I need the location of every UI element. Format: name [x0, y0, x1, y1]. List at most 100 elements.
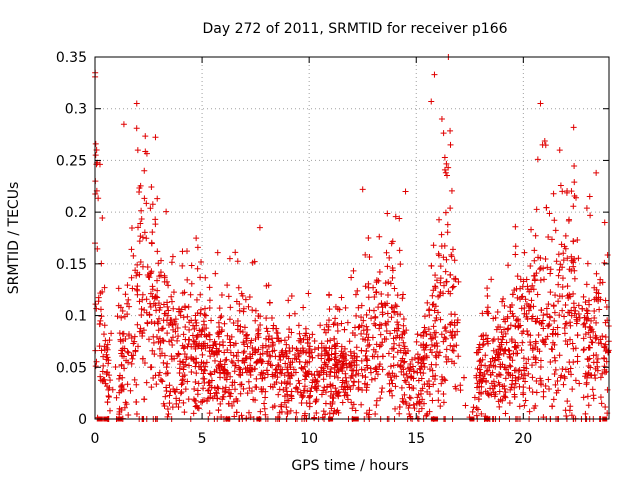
- data-point: [197, 310, 204, 317]
- data-point: [338, 343, 345, 350]
- data-point: [321, 384, 328, 391]
- y-tick-label: 0.1: [65, 309, 87, 325]
- data-point: [441, 282, 448, 289]
- data-point: [258, 388, 265, 395]
- data-point: [351, 350, 358, 357]
- data-point: [261, 400, 268, 407]
- data-point: [586, 193, 593, 200]
- data-point: [95, 294, 102, 301]
- data-point: [318, 350, 325, 357]
- data-point: [397, 311, 404, 318]
- data-point: [588, 339, 595, 346]
- data-point: [476, 358, 483, 365]
- data-point: [568, 307, 575, 314]
- data-point: [396, 342, 403, 349]
- data-point: [253, 375, 260, 382]
- data-point: [537, 363, 544, 370]
- data-point: [438, 231, 445, 238]
- data-point: [285, 297, 292, 304]
- data-point: [557, 182, 564, 189]
- data-point: [263, 367, 270, 374]
- data-point: [514, 316, 521, 323]
- data-point: [128, 334, 135, 341]
- data-point: [576, 380, 583, 387]
- data-point: [300, 336, 307, 343]
- data-point: [177, 312, 184, 319]
- data-point: [540, 312, 547, 319]
- data-point: [326, 292, 333, 299]
- data-point: [127, 387, 134, 394]
- data-point: [128, 224, 135, 231]
- data-point: [507, 386, 514, 393]
- data-point: [582, 299, 589, 306]
- data-point: [174, 324, 181, 331]
- data-point: [349, 405, 356, 412]
- data-point: [565, 309, 572, 316]
- data-point: [213, 390, 220, 397]
- data-point: [575, 255, 582, 262]
- data-point: [547, 289, 554, 296]
- data-point: [532, 232, 539, 239]
- data-point: [296, 380, 303, 387]
- data-point: [156, 369, 163, 376]
- data-point: [221, 320, 228, 327]
- data-point: [421, 381, 428, 388]
- data-point: [252, 397, 259, 404]
- data-point: [165, 411, 172, 418]
- data-point: [388, 377, 395, 384]
- data-point: [502, 364, 509, 371]
- data-point: [302, 410, 309, 417]
- data-point: [257, 322, 264, 329]
- data-point: [441, 242, 448, 249]
- data-point: [103, 356, 110, 363]
- data-point: [564, 255, 571, 262]
- data-point: [106, 372, 113, 379]
- data-point: [525, 356, 532, 363]
- data-point: [358, 330, 365, 337]
- data-point: [132, 267, 139, 274]
- data-point: [128, 274, 135, 281]
- data-point: [146, 274, 153, 281]
- data-point: [321, 359, 328, 366]
- data-point: [388, 304, 395, 311]
- data-point: [508, 336, 515, 343]
- data-point: [305, 290, 312, 297]
- data-point: [238, 290, 245, 297]
- data-point: [417, 387, 424, 394]
- data-point: [554, 324, 561, 331]
- data-point: [168, 298, 175, 305]
- data-point: [198, 331, 205, 338]
- data-point: [440, 290, 447, 297]
- data-point: [409, 363, 416, 370]
- data-point: [176, 370, 183, 377]
- data-point: [275, 361, 282, 368]
- data-point: [192, 378, 199, 385]
- data-point: [394, 319, 401, 326]
- data-point: [139, 296, 146, 303]
- data-point: [149, 347, 156, 354]
- data-point: [327, 369, 334, 376]
- data-point: [421, 363, 428, 370]
- data-point: [362, 283, 369, 290]
- data-point: [406, 402, 413, 409]
- data-point: [135, 224, 142, 231]
- data-point: [334, 361, 341, 368]
- data-point: [562, 337, 569, 344]
- data-point: [195, 405, 202, 412]
- data-point: [241, 348, 248, 355]
- data-point: [95, 195, 102, 202]
- data-point: [200, 370, 207, 377]
- data-point: [536, 266, 543, 273]
- data-point: [135, 343, 142, 350]
- data-point: [217, 374, 224, 381]
- data-point: [479, 342, 486, 349]
- data-point: [396, 410, 403, 417]
- data-point: [275, 363, 282, 370]
- data-point: [543, 204, 550, 211]
- data-point: [233, 353, 240, 360]
- axis-ticks: 0 5 10 15 20 0 0.05 0.1 0.15 0.2 0.25 0.3 0.35: [56, 50, 609, 447]
- data-point: [166, 382, 173, 389]
- data-point: [423, 354, 430, 361]
- data-point: [542, 382, 549, 389]
- data-point: [252, 307, 259, 314]
